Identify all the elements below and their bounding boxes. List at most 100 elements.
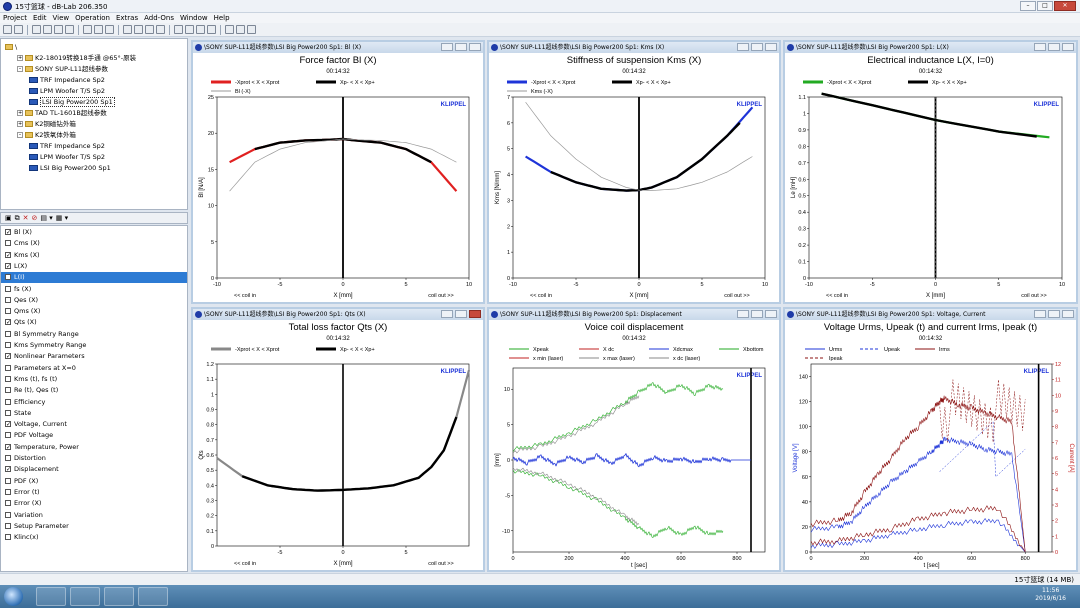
parameter-item[interactable]: ✓ Nonlinear Parameters <box>1 351 187 362</box>
tree-node[interactable]: TRF Impedance Sp2 <box>29 75 105 85</box>
checkbox[interactable] <box>5 488 11 495</box>
plot-window-titlebar[interactable]: \SONY SUP-L11超线参数\LSI Big Power200 Sp1: … <box>785 42 1076 53</box>
stop-icon[interactable]: ⊘ <box>31 214 38 222</box>
checkbox[interactable] <box>5 342 11 348</box>
parameter-item[interactable]: Qes (X) <box>1 295 187 306</box>
tree-node[interactable]: – K2铁氧体外箱 <box>17 130 76 140</box>
parameter-item[interactable]: Bl Symmetry Range <box>1 329 187 340</box>
parameter-item[interactable]: ✓ Qts (X) <box>1 317 187 328</box>
checkbox[interactable] <box>5 398 11 405</box>
parameter-item[interactable]: Setup Parameter <box>1 521 187 532</box>
checkbox[interactable] <box>5 285 11 292</box>
expand-icon[interactable]: – <box>17 66 23 72</box>
toolbar-tool-icon[interactable] <box>207 25 216 34</box>
checkbox[interactable]: ✓ <box>5 229 12 236</box>
tree-node[interactable]: + K2铜磁钻外箱 <box>17 119 76 129</box>
parameter-item[interactable]: Error (X) <box>1 498 187 509</box>
checkbox[interactable] <box>5 296 11 303</box>
checkbox[interactable] <box>5 330 11 337</box>
checkbox[interactable] <box>5 522 11 529</box>
tree-node[interactable]: TRF Impedance Sp2 <box>29 141 105 151</box>
parameter-item[interactable]: Efficiency <box>1 397 187 408</box>
toolbar-tool-icon[interactable] <box>156 25 165 34</box>
toolbar-tool-icon[interactable] <box>225 25 234 34</box>
parameter-item[interactable]: Parameters at X=0 <box>1 363 187 374</box>
parameter-item[interactable]: ✓ Kms (X) <box>1 250 187 261</box>
plot-window[interactable]: \SONY SUP-L11超线参数\LSI Big Power200 Sp1: … <box>783 307 1078 572</box>
menu-item-0[interactable]: Project <box>3 14 27 22</box>
checkbox[interactable] <box>5 534 11 541</box>
checkbox[interactable] <box>5 432 11 439</box>
plot-window-titlebar[interactable]: \SONY SUP-L11超线参数\LSI Big Power200 Sp1: … <box>489 42 779 53</box>
maximize-button[interactable] <box>751 310 763 318</box>
parameter-item[interactable]: Variation <box>1 510 187 521</box>
parameter-item[interactable]: ✓ Bl (X) <box>1 227 187 238</box>
new-icon[interactable]: ▣ <box>5 214 12 222</box>
close-button[interactable] <box>469 43 481 51</box>
parameter-item[interactable]: Error (t) <box>1 487 187 498</box>
checkbox[interactable]: ✓ <box>5 319 12 327</box>
toolbar-tool-icon[interactable] <box>94 25 103 34</box>
plot-window-titlebar[interactable]: \SONY SUP-L11超线参数\LSI Big Power200 Sp1: … <box>193 309 483 320</box>
toolbar-tool-icon[interactable] <box>185 25 194 34</box>
chat-taskbar-icon[interactable] <box>138 587 168 606</box>
toolbar-tool-icon[interactable] <box>134 25 143 34</box>
checkbox[interactable] <box>5 387 11 394</box>
expand-icon[interactable]: – <box>17 132 23 138</box>
menu-item-2[interactable]: View <box>52 14 70 22</box>
close-button[interactable] <box>765 310 777 318</box>
toolbar-tool-icon[interactable] <box>247 25 256 34</box>
checkbox[interactable] <box>5 455 11 461</box>
checkbox[interactable] <box>5 477 11 484</box>
expand-icon[interactable]: + <box>17 55 23 61</box>
close-button[interactable] <box>765 43 777 51</box>
maximize-button[interactable] <box>1048 310 1060 318</box>
minimize-button[interactable]: – <box>1020 1 1036 11</box>
close-button[interactable] <box>1062 310 1074 318</box>
expand-icon[interactable]: + <box>17 121 23 127</box>
parameter-item[interactable]: Re (t), Qes (t) <box>1 385 187 396</box>
checkbox[interactable] <box>5 500 11 507</box>
parameter-item[interactable]: Qms (X) <box>1 306 187 317</box>
toolbar-tool-icon[interactable] <box>174 25 183 34</box>
maximize-button[interactable] <box>455 310 467 318</box>
checkbox[interactable] <box>5 274 11 281</box>
plot-window[interactable]: \SONY SUP-L11超线参数\LSI Big Power200 Sp1: … <box>487 40 781 304</box>
checkbox[interactable]: ✓ <box>5 353 12 361</box>
checkbox[interactable]: ✓ <box>5 443 12 451</box>
plot-window[interactable]: \SONY SUP-L11超线参数\LSI Big Power200 Sp1: … <box>191 40 485 304</box>
menu-item-6[interactable]: Window <box>179 14 208 22</box>
parameter-item[interactable]: Kms (t), fs (t) <box>1 374 187 385</box>
checkbox[interactable]: ✓ <box>5 466 12 474</box>
toolbar-tool-icon[interactable] <box>14 25 23 34</box>
parameter-item[interactable]: ✓ Temperature, Power <box>1 442 187 453</box>
tree-node[interactable]: \ <box>5 42 17 52</box>
project-tree[interactable]: \ + K2-18019转换18手通 @65°-原装 – SONY SUP-L11超线参… <box>0 38 188 210</box>
plot-window[interactable]: \SONY SUP-L11超线参数\LSI Big Power200 Sp1: … <box>191 307 485 572</box>
checkbox[interactable]: ✓ <box>5 251 12 259</box>
minimize-button[interactable] <box>737 43 749 51</box>
tree-node[interactable]: LSI Big Power200 Sp1 <box>29 97 115 107</box>
toolbar-tool-icon[interactable] <box>145 25 154 34</box>
toolbar-tool-icon[interactable] <box>3 25 12 34</box>
checkbox[interactable]: ✓ <box>5 262 12 270</box>
tree-node[interactable]: LPM Woofer T/S Sp2 <box>29 152 105 162</box>
window-icon[interactable]: ▦ ▾ <box>55 214 69 222</box>
plot-window[interactable]: \SONY SUP-L11超线参数\LSI Big Power200 Sp1: … <box>487 307 781 572</box>
parameter-item[interactable]: Distortion <box>1 453 187 464</box>
parameter-item[interactable]: PDF (X) <box>1 476 187 487</box>
dblab-taskbar-icon[interactable] <box>104 587 134 606</box>
toolbar-tool-icon[interactable] <box>43 25 52 34</box>
layout-icon[interactable]: ▤ ▾ <box>40 214 53 222</box>
toolbar-tool-icon[interactable] <box>54 25 63 34</box>
delete-icon[interactable]: ✕ <box>22 214 29 222</box>
close-button[interactable]: ✕ <box>1054 1 1076 11</box>
tree-node[interactable]: + K2-18019转换18手通 @65°-原装 <box>17 53 136 63</box>
expand-icon[interactable]: + <box>17 110 23 116</box>
start-button[interactable] <box>4 587 23 606</box>
plot-window-titlebar[interactable]: \SONY SUP-L11超线参数\LSI Big Power200 Sp1: … <box>489 309 779 320</box>
toolbar-tool-icon[interactable] <box>65 25 74 34</box>
maximize-button[interactable]: □ <box>1037 1 1053 11</box>
plot-window-titlebar[interactable]: \SONY SUP-L11超线参数\LSI Big Power200 Sp1: … <box>193 42 483 53</box>
minimize-button[interactable] <box>1034 310 1046 318</box>
